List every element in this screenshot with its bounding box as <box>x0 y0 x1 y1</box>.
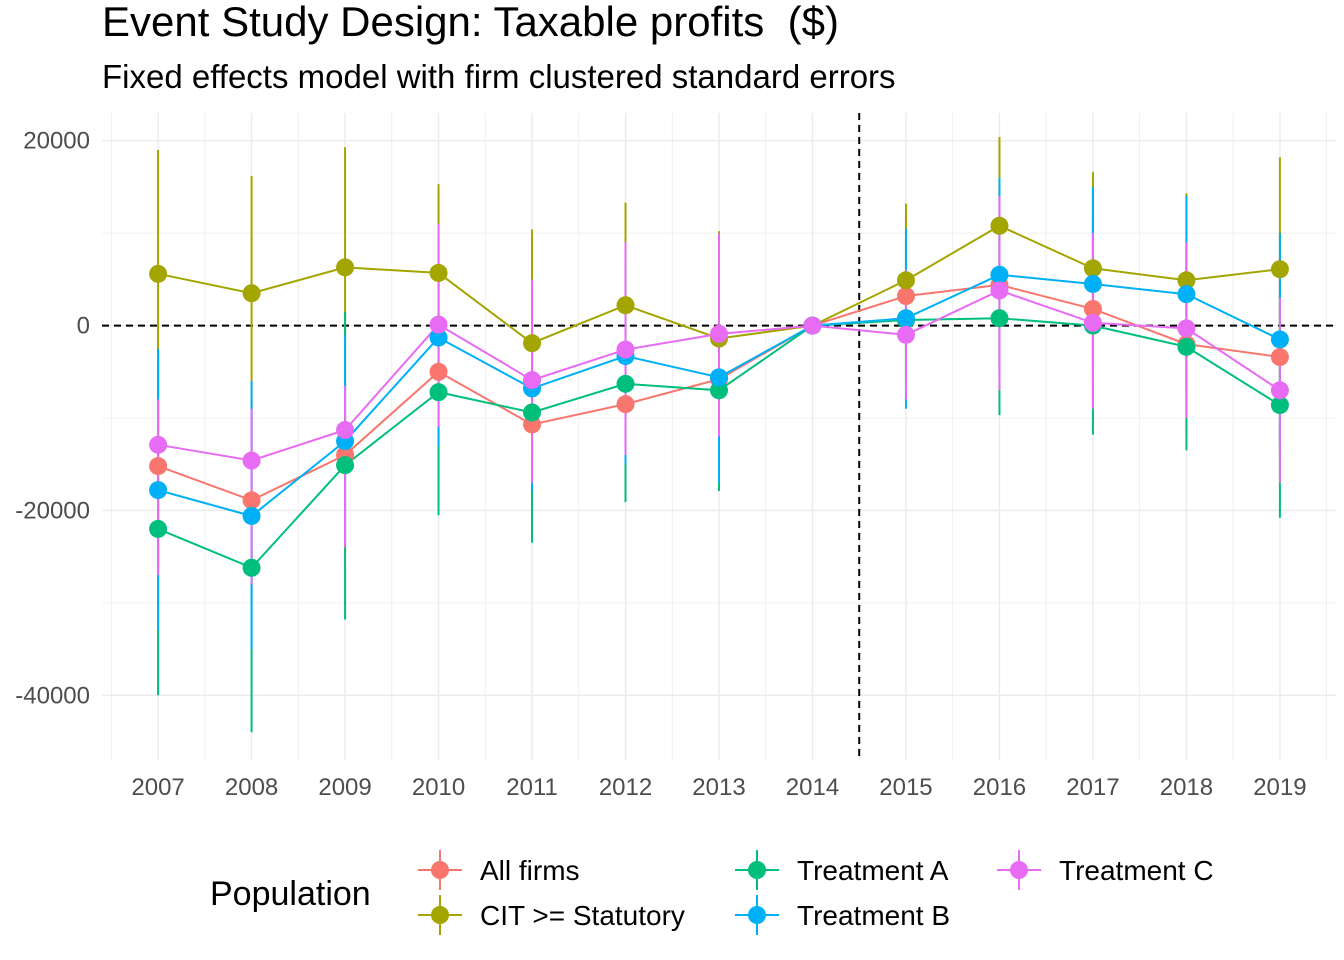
data-point <box>429 362 448 381</box>
legend-key-point <box>1010 861 1028 879</box>
data-point <box>336 421 355 440</box>
data-point <box>1177 337 1196 356</box>
data-point <box>1270 330 1289 349</box>
x-tick-label: 2007 <box>131 774 184 801</box>
legend-item: All firms <box>418 850 580 890</box>
x-tick-label: 2008 <box>225 774 278 801</box>
data-point <box>616 374 635 393</box>
chart-subtitle: Fixed effects model with firm clustered … <box>102 58 896 95</box>
x-tick-label: 2017 <box>1066 774 1119 801</box>
data-point <box>242 506 261 525</box>
legend-key-point <box>748 906 766 924</box>
x-tick-label: 2019 <box>1253 774 1306 801</box>
data-point <box>523 403 542 422</box>
data-point <box>710 381 728 400</box>
y-tick-label: -20000 <box>15 497 90 524</box>
data-point <box>990 265 1009 284</box>
data-point <box>336 456 355 475</box>
data-point <box>242 284 261 303</box>
data-point <box>523 334 542 353</box>
data-point <box>149 435 168 454</box>
legend-key-point <box>431 861 449 879</box>
legend: Population All firms CIT >= Statutory Treat… <box>210 850 1214 935</box>
series-points <box>149 281 1289 470</box>
data-point <box>1177 285 1196 304</box>
legend-label: All firms <box>480 855 580 886</box>
data-point <box>616 296 635 315</box>
axis-labels: 20000 0 -20000 -40000 2007 2008 2009 2010 2011 20… <box>15 128 1306 801</box>
data-point <box>523 371 542 390</box>
data-point <box>1083 299 1102 318</box>
legend-label: Treatment B <box>797 900 950 931</box>
data-point <box>710 368 728 387</box>
data-point <box>710 324 728 343</box>
data-point <box>1177 271 1196 290</box>
legend-label: CIT >= Statutory <box>480 900 685 931</box>
series-layer <box>149 137 1289 733</box>
data-point <box>803 316 822 335</box>
data-point <box>1270 260 1289 279</box>
data-point <box>1083 313 1102 332</box>
data-point <box>242 451 261 470</box>
data-point <box>429 263 448 282</box>
legend-item: CIT >= Statutory <box>418 895 685 935</box>
y-tick-label: 20000 <box>23 128 90 155</box>
legend-key-point <box>748 861 766 879</box>
data-point <box>149 457 168 476</box>
data-point <box>149 481 168 500</box>
data-point <box>896 287 915 306</box>
x-tick-label: 2014 <box>786 774 839 801</box>
data-point <box>1083 259 1102 278</box>
data-point <box>242 491 261 510</box>
data-point <box>1177 319 1196 338</box>
data-point <box>429 328 448 347</box>
data-point <box>1083 274 1102 293</box>
data-point <box>149 264 168 283</box>
data-point <box>429 383 448 402</box>
x-tick-label: 2016 <box>973 774 1026 801</box>
legend-item: Treatment A <box>735 850 949 890</box>
x-tick-label: 2011 <box>506 774 558 801</box>
data-point <box>896 271 915 290</box>
chart-title: Event Study Design: Taxable profits ($) <box>102 0 839 45</box>
x-tick-label: 2018 <box>1160 774 1213 801</box>
x-tick-label: 2015 <box>879 774 932 801</box>
data-point <box>1270 396 1289 415</box>
data-point <box>896 309 915 328</box>
data-point <box>616 395 635 414</box>
legend-label: Treatment A <box>797 855 949 886</box>
legend-label: Treatment C <box>1059 855 1214 886</box>
data-point <box>1270 381 1289 400</box>
data-point <box>990 281 1009 300</box>
data-point <box>896 325 915 344</box>
data-point <box>616 340 635 359</box>
legend-title: Population <box>210 875 371 913</box>
data-point <box>429 315 448 334</box>
y-tick-label: -40000 <box>15 682 90 709</box>
data-point <box>242 558 261 577</box>
x-tick-label: 2012 <box>599 774 652 801</box>
x-tick-label: 2013 <box>692 774 745 801</box>
legend-item: Treatment C <box>997 850 1214 890</box>
data-point <box>336 258 355 277</box>
data-point <box>990 216 1009 235</box>
legend-item: Treatment B <box>735 895 950 935</box>
data-point <box>1270 348 1289 367</box>
data-point <box>149 519 168 538</box>
data-point <box>990 309 1009 328</box>
x-tick-label: 2009 <box>318 774 371 801</box>
legend-key-point <box>431 906 449 924</box>
x-tick-label: 2010 <box>412 774 465 801</box>
y-tick-label: 0 <box>77 313 90 340</box>
